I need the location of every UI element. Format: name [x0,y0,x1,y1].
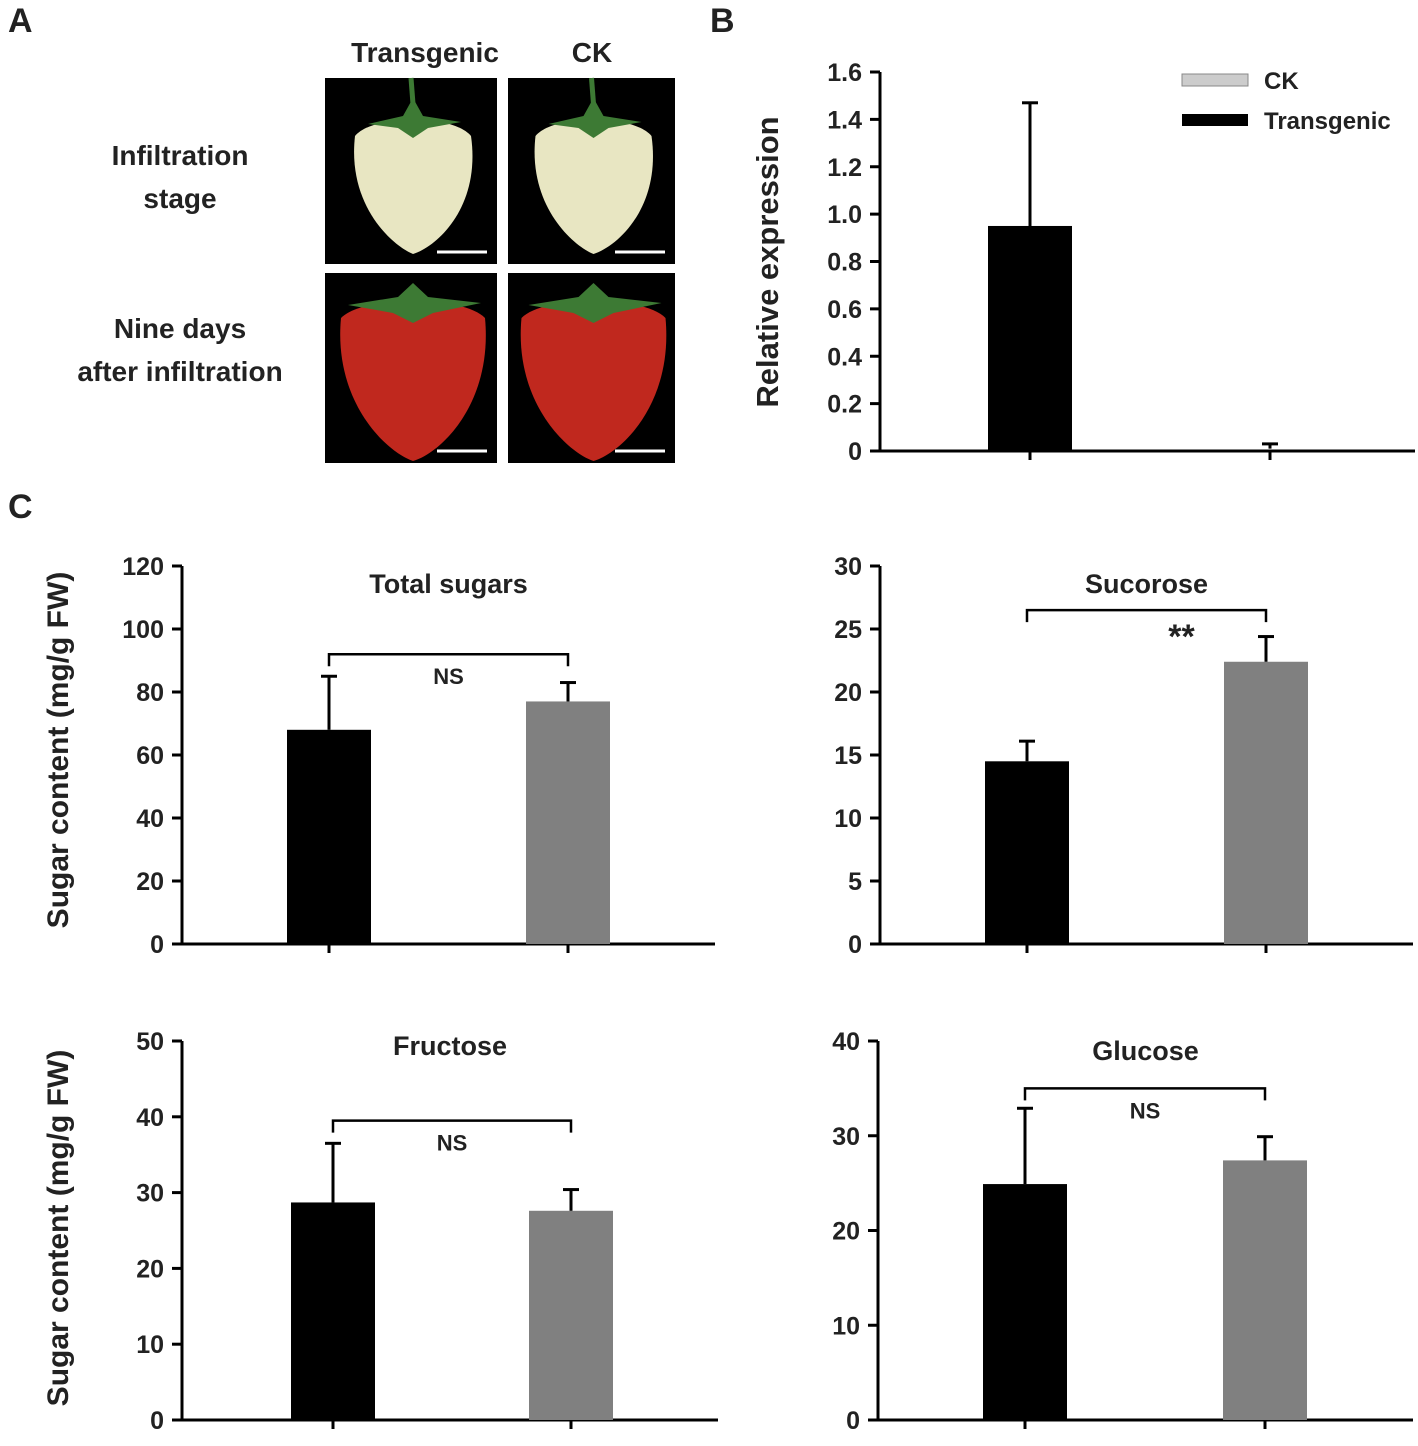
y-tick-label: 0.4 [827,343,862,371]
chart-title: Sucorose [1085,569,1208,599]
chart-total-sugars: 0 20 40 60 80 100 120 Sugar content (mg/g FW) To… [42,553,715,959]
strawberry-sepal [528,283,662,323]
y-tick-label: 30 [834,553,862,581]
strawberry-fruit [354,119,473,254]
bar [1223,1160,1307,1420]
y-axis-label: Relative expression [750,116,785,407]
y-tick-label: 1.4 [827,106,862,134]
chart-title: Glucose [1092,1036,1199,1066]
significance-bracket [1023,1087,1267,1101]
bar [983,1184,1067,1420]
photo-column-label: CK [572,37,612,68]
bar [291,1202,375,1420]
significance-bracket [327,652,570,667]
chart-sucrose: 0 5 10 15 20 25 30 Sucorose ** [834,553,1413,959]
red-strawberry-photo [325,273,497,463]
panel-letter-b: B [710,2,735,40]
legend-label: CK [1264,68,1299,95]
photo-row-label: after infiltration [77,356,282,387]
red-strawberry-photo [508,273,675,463]
y-tick-label: 1.2 [827,154,862,182]
photo-row-label: stage [143,183,216,214]
significance-label: NS [433,664,464,689]
y-tick-label: 1.0 [827,201,862,229]
y-tick-label: 0.6 [827,296,862,324]
significance-label: ** [1168,618,1195,656]
photo-row-label: Nine days [114,313,246,344]
y-axis-label: Sugar content (mg/g FW) [42,1050,75,1407]
bar [985,761,1069,944]
bar [988,225,1072,451]
panel-letter-c: C [8,488,33,526]
photo-column-label: Transgenic [351,37,499,68]
bar [526,701,610,944]
strawberry-fruit [520,300,667,461]
bar [287,729,371,944]
strawberry-fruit [534,119,653,254]
strawberry-fruit [340,300,486,461]
y-tick-label: 25 [834,616,862,644]
chart-B: 0 0.2 0.4 0.6 0.8 1.0 1.2 1.4 1.6 Relative expres… [750,59,1415,466]
significance-label: NS [1130,1098,1161,1123]
significance-label: NS [437,1131,468,1156]
y-tick-label: 50 [136,1028,164,1056]
y-tick-label: 0 [848,438,862,466]
y-tick-label: 0 [150,1407,164,1435]
significance-bracket [1025,608,1268,623]
y-tick-label: 20 [136,1255,164,1283]
y-tick-label: 80 [136,679,164,707]
y-tick-label: 20 [136,868,164,896]
bar [1224,661,1308,944]
panel-letter-a: A [8,2,33,40]
chart-title: Fructose [393,1031,507,1061]
y-tick-label: 30 [832,1123,860,1151]
y-tick-label: 1.6 [827,59,862,87]
y-tick-label: 0 [848,931,862,959]
white-strawberry-photo [508,77,675,264]
y-tick-label: 15 [834,742,862,770]
y-tick-label: 30 [136,1180,164,1208]
legend-swatch [1181,73,1249,87]
strawberry-sepal [348,283,481,323]
y-tick-label: 0 [846,1407,860,1435]
y-tick-label: 0 [150,931,164,959]
y-tick-label: 20 [832,1218,860,1246]
strawberry-sepal [368,98,461,138]
y-tick-label: 40 [136,805,164,833]
strawberry-stem [589,77,596,105]
y-tick-label: 120 [122,553,164,581]
y-tick-label: 0.8 [827,249,862,277]
y-tick-label: 10 [832,1312,860,1340]
bar [529,1210,613,1420]
y-tick-label: 10 [834,805,862,833]
y-tick-label: 10 [136,1331,164,1359]
chart-glucose: 0 10 20 30 40 Glucose NS [832,1028,1413,1435]
chart-fructose: 0 10 20 30 40 50 Sugar content (mg/g FW) Fructo… [42,1028,718,1435]
y-tick-label: 20 [834,679,862,707]
strawberry-stem [408,77,416,105]
y-axis-label: Sugar content (mg/g FW) [42,572,75,929]
y-tick-label: 60 [136,742,164,770]
legend-swatch [1182,114,1248,126]
white-strawberry-photo [325,77,497,264]
y-tick-label: 0.2 [827,391,862,419]
y-tick-label: 100 [122,616,164,644]
y-tick-label: 40 [832,1028,860,1056]
y-tick-label: 40 [136,1104,164,1132]
y-tick-label: 5 [848,868,862,896]
chart-title: Total sugars [369,569,528,599]
significance-bracket [331,1119,573,1133]
legend-label: Transgenic [1264,108,1391,135]
strawberry-sepal [548,98,642,138]
photo-row-label: Infiltration [112,140,249,171]
